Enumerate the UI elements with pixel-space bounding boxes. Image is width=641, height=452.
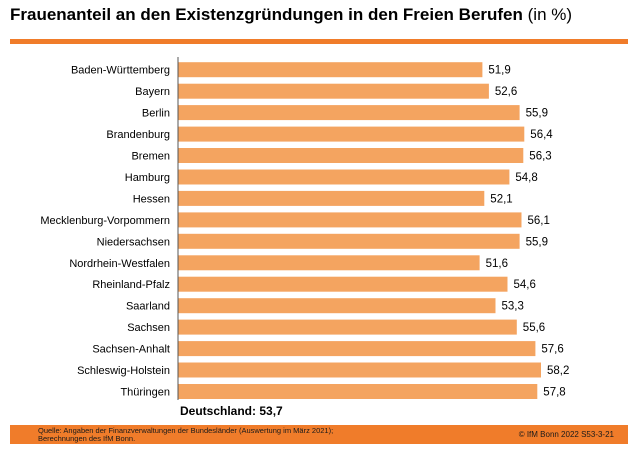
value-label: 54,8 <box>515 172 537 184</box>
copyright-note: © IfM Bonn 2022 S53-3-21 <box>518 430 614 439</box>
value-label: 51,9 <box>488 65 510 77</box>
category-label: Mecklenburg-Vorpommern <box>40 215 170 227</box>
value-label: 57,6 <box>541 344 563 356</box>
value-label: 55,9 <box>526 236 548 248</box>
value-label: 55,6 <box>523 322 545 334</box>
chart-title-main: Frauenanteil an den Existenzgründungen i… <box>10 5 523 24</box>
category-label: Niedersachsen <box>97 236 170 248</box>
category-label: Nordrhein-Westfalen <box>69 258 170 270</box>
total-label: Deutschland: 53,7 <box>180 404 283 418</box>
value-label: 56,3 <box>529 151 551 163</box>
value-label: 52,1 <box>490 193 512 205</box>
bar <box>178 83 489 99</box>
category-label: Schleswig-Holstein <box>77 365 170 377</box>
category-label: Hamburg <box>125 172 170 184</box>
category-label: Saarland <box>126 301 170 313</box>
value-label: 54,6 <box>514 279 536 291</box>
bar <box>178 298 496 314</box>
bar <box>178 105 520 121</box>
bar <box>178 233 520 249</box>
bar <box>178 255 480 271</box>
bar <box>178 126 525 142</box>
category-label: Thüringen <box>120 387 170 399</box>
source-note: Quelle: Angaben der Finanzverwaltungen d… <box>38 427 333 443</box>
bar <box>178 341 536 357</box>
category-label: Hessen <box>133 193 170 205</box>
value-label: 55,9 <box>526 108 548 120</box>
category-label: Bremen <box>131 151 170 163</box>
value-label: 51,6 <box>486 258 508 270</box>
chart-title-unit: (in %) <box>527 5 573 24</box>
source-line: Quelle: Angaben der Finanzverwaltungen d… <box>38 426 334 435</box>
chart-title: Frauenanteil an den Existenzgründungen i… <box>10 4 572 26</box>
bar <box>178 362 541 378</box>
value-label: 57,8 <box>543 387 565 399</box>
source-line: Berechnungen des IfM Bonn. <box>38 434 136 443</box>
title-rule <box>10 39 628 44</box>
value-label: 53,3 <box>502 301 524 313</box>
category-label: Brandenburg <box>106 129 170 141</box>
value-label: 52,6 <box>495 86 517 98</box>
bar <box>178 384 538 399</box>
bar <box>178 190 485 206</box>
footer-bar: Quelle: Angaben der Finanzverwaltungen d… <box>10 425 628 444</box>
bar <box>178 148 524 163</box>
category-label: Bayern <box>135 86 170 98</box>
value-label: 56,1 <box>528 215 550 227</box>
category-label: Sachsen-Anhalt <box>92 344 170 356</box>
value-label: 56,4 <box>530 129 553 141</box>
category-label: Sachsen <box>127 322 170 334</box>
bar <box>178 212 522 228</box>
bar <box>178 169 510 185</box>
category-label: Rheinland-Pfalz <box>92 279 170 291</box>
bar <box>178 62 483 78</box>
bar <box>178 319 517 335</box>
bar <box>178 276 508 292</box>
category-label: Berlin <box>142 108 170 120</box>
category-label: Baden-Württemberg <box>71 65 170 77</box>
value-label: 58,2 <box>547 365 569 377</box>
